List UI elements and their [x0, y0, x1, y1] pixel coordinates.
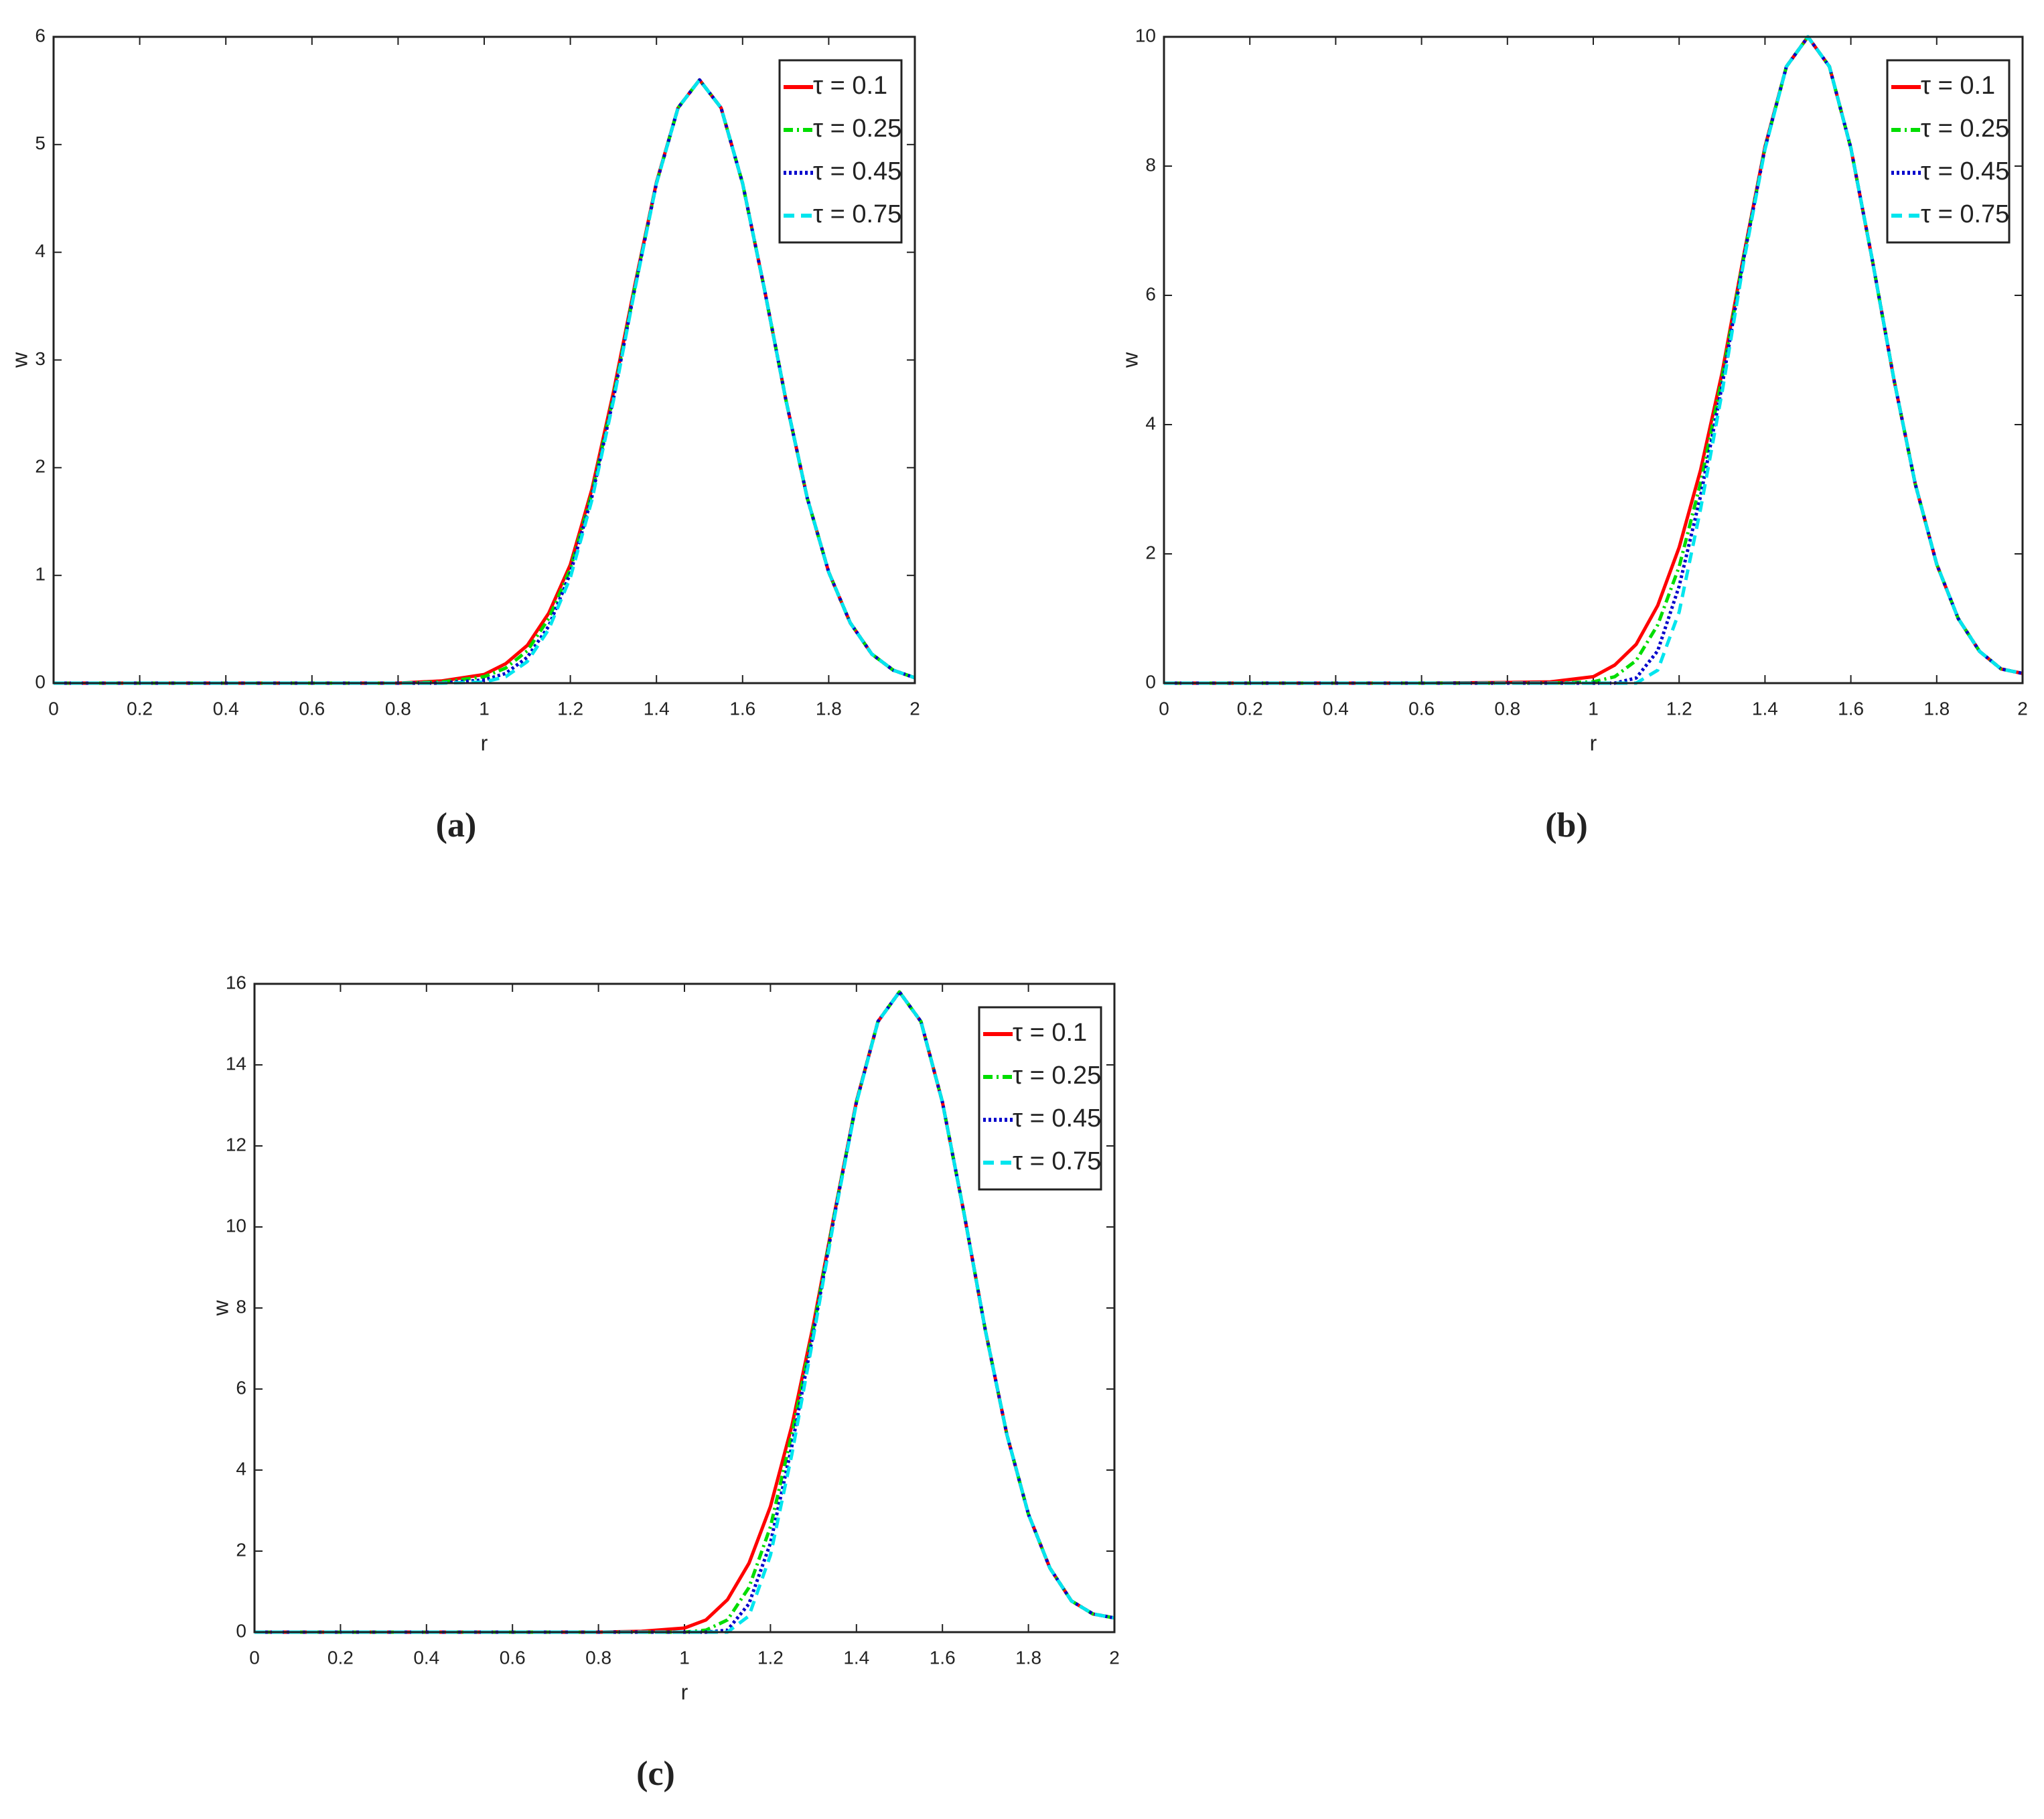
x-tick-label: 0.6 — [1408, 698, 1435, 719]
panel-caption: (c) — [636, 1755, 675, 1793]
x-tick-label: 0.4 — [1323, 698, 1349, 719]
legend-box — [978, 1006, 1102, 1191]
axes-box — [253, 983, 1116, 1633]
y-tick-label: 4 — [35, 240, 46, 261]
y-tick-label: 6 — [236, 1377, 246, 1398]
y-tick-label: 3 — [35, 348, 46, 369]
y-axis-label: w — [7, 352, 31, 368]
x-tick-label: 0.6 — [299, 698, 325, 719]
y-tick-label: 0 — [1145, 671, 1156, 692]
plot-area — [54, 37, 915, 683]
y-tick-label: 10 — [226, 1215, 246, 1236]
y-tick-label: 0 — [236, 1620, 246, 1641]
x-tick-label: 0.2 — [127, 698, 153, 719]
panel-caption: (a) — [436, 806, 477, 845]
legend-label: τ = 0.25 — [813, 115, 901, 143]
x-tick-label: 1 — [679, 1647, 690, 1668]
x-tick-label: 1.2 — [1666, 698, 1692, 719]
legend: τ = 0.1 τ = 0.25 τ = 0.45 τ = 0.75 — [1886, 59, 2011, 244]
y-tick-label: 4 — [1145, 413, 1156, 433]
panel-caption: (b) — [1545, 806, 1588, 845]
legend-label: τ = 0.1 — [813, 72, 887, 100]
chart: 0 0.2 0.4 0.6 0.8 1 1.2 1.4 1.6 1.8 2 0 1 2 3 4 5 6 r w τ = … — [7, 25, 920, 845]
legend: τ = 0.1 τ = 0.25 τ = 0.45 τ = 0.75 — [778, 59, 903, 244]
x-tick-label: 2 — [909, 698, 920, 719]
y-tick-label: 0 — [35, 671, 46, 692]
x-tick-label: 0 — [48, 698, 59, 719]
x-tick-label: 1.8 — [816, 698, 842, 719]
chart: 0 0.2 0.4 0.6 0.8 1 1.2 1.4 1.6 1.8 2 0 2 4 6 8 10 r w τ = … — [1118, 25, 2027, 845]
y-tick-label: 5 — [35, 133, 46, 153]
x-tick-label: 1.4 — [843, 1647, 869, 1668]
legend-label: τ = 0.25 — [1921, 115, 2009, 143]
y-tick-label: 6 — [1145, 283, 1156, 304]
x-tick-label: 1 — [1588, 698, 1599, 719]
x-tick-label: 1.8 — [1923, 698, 1950, 719]
y-tick-label: 4 — [236, 1458, 246, 1479]
y-axis-label: w — [1118, 352, 1142, 368]
x-tick-label: 2 — [2017, 698, 2028, 719]
x-axis-label: r — [1590, 731, 1597, 755]
legend-label: τ = 0.45 — [1013, 1104, 1101, 1133]
y-tick-label: 10 — [1135, 25, 1156, 46]
legend-label: τ = 0.1 — [1013, 1019, 1087, 1047]
axes-box — [1163, 35, 2024, 684]
legend: τ = 0.1 τ = 0.25 τ = 0.45 τ = 0.75 — [978, 1006, 1102, 1191]
x-tick-label: 2 — [1109, 1647, 1120, 1668]
y-tick-label: 8 — [236, 1296, 246, 1317]
x-tick-label: 0.2 — [327, 1647, 354, 1668]
y-tick-label: 14 — [226, 1053, 246, 1074]
x-tick-label: 0.6 — [500, 1647, 526, 1668]
legend-label: τ = 0.75 — [1921, 200, 2009, 228]
legend-box — [1886, 59, 2011, 244]
x-tick-label: 0.4 — [213, 698, 239, 719]
x-tick-label: 0.8 — [385, 698, 411, 719]
plot-area — [1164, 37, 2023, 683]
x-tick-label: 1 — [479, 698, 490, 719]
legend-label: τ = 0.75 — [813, 200, 901, 228]
x-axis-label: r — [481, 731, 488, 755]
x-tick-label: 1.2 — [557, 698, 583, 719]
legend-box — [778, 59, 903, 244]
y-axis-label: w — [208, 1300, 232, 1317]
x-tick-label: 1.6 — [930, 1647, 956, 1668]
legend-label: τ = 0.25 — [1013, 1062, 1101, 1090]
y-tick-label: 2 — [35, 456, 46, 477]
chart: 0 0.2 0.4 0.6 0.8 1 1.2 1.4 1.6 1.8 2 0 2 4 6 8 10 12 14 16… — [208, 972, 1119, 1793]
legend-label: τ = 0.75 — [1013, 1147, 1101, 1175]
x-tick-label: 1.6 — [729, 698, 755, 719]
x-tick-label: 0.8 — [585, 1647, 611, 1668]
y-tick-label: 6 — [35, 25, 46, 46]
x-tick-label: 1.8 — [1015, 1647, 1041, 1668]
axes-box — [52, 35, 916, 684]
x-tick-label: 1.6 — [1838, 698, 1864, 719]
x-tick-label: 0.8 — [1494, 698, 1520, 719]
y-tick-label: 12 — [226, 1134, 246, 1155]
legend-label: τ = 0.45 — [813, 157, 901, 186]
x-tick-label: 1.2 — [757, 1647, 784, 1668]
series-line — [1164, 35, 2023, 685]
x-tick-label: 0 — [249, 1647, 260, 1668]
x-tick-label: 0.4 — [413, 1647, 439, 1668]
y-tick-label: 8 — [1145, 154, 1156, 175]
y-tick-label: 2 — [1145, 542, 1156, 563]
y-tick-label: 2 — [236, 1539, 246, 1560]
x-tick-label: 0.2 — [1237, 698, 1263, 719]
x-tick-label: 1.4 — [644, 698, 670, 719]
x-axis-label: r — [681, 1680, 688, 1704]
x-tick-label: 0 — [1159, 698, 1169, 719]
plot-area — [254, 984, 1114, 1632]
legend-label: τ = 0.45 — [1921, 157, 2009, 186]
legend-label: τ = 0.1 — [1921, 72, 1995, 100]
y-tick-label: 1 — [35, 564, 46, 585]
y-tick-label: 16 — [226, 972, 246, 993]
x-tick-label: 1.4 — [1752, 698, 1778, 719]
